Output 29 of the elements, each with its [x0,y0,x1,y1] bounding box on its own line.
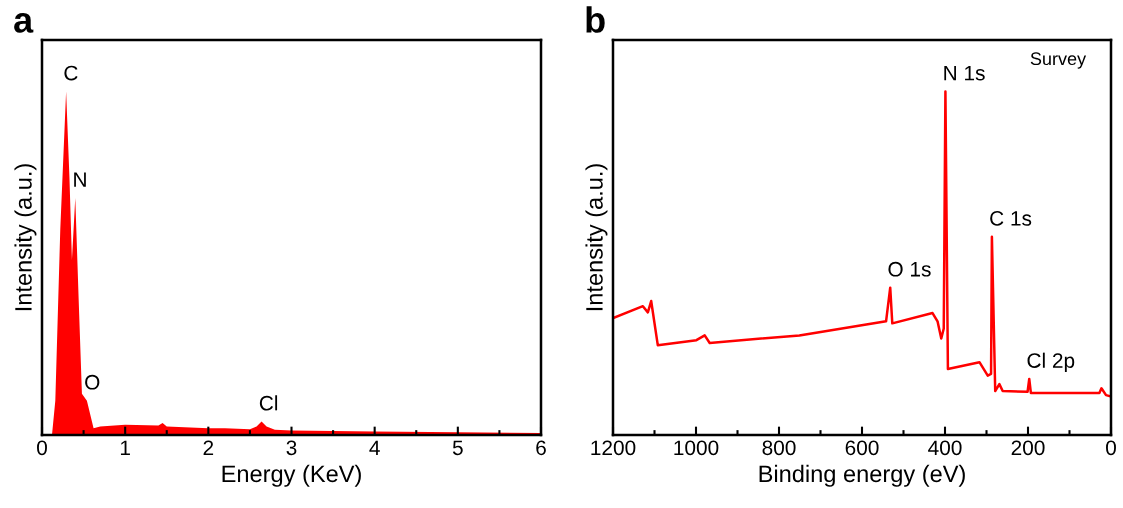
x-tick-label: 1200 [591,440,636,456]
x-axis-title: Binding energy (eV) [759,464,965,487]
x-tick-label: 0 [1106,440,1116,456]
annotation: O 1s [888,261,931,277]
chart-title: a [14,13,34,33]
y-axis-title: Intensity (a.u.) [585,164,608,311]
x-tick-label: 3 [286,440,297,456]
x-axis-title: Energy (KeV) [222,464,361,487]
y-axis-title: Intensity (a.u.) [14,164,37,311]
x-tick-label: 600 [845,440,879,456]
x-tick-label: 1000 [674,440,719,456]
text: Survey [1030,52,1087,69]
annotation: N 1s [944,65,985,81]
x-tick-label: 0 [37,440,47,456]
annotation: N [74,172,86,187]
x-tick-label: 5 [452,440,463,456]
x-tick-label: 2 [203,440,214,455]
x-tick-label: 800 [762,440,796,456]
x-tick-label: 400 [928,440,962,456]
annotation: C [64,65,78,81]
annotation: C 1s [990,211,1032,226]
x-tick-label: 1 [120,440,130,455]
annotation: O [85,374,100,390]
x-tick-label: 200 [1011,440,1045,456]
annotation: Cl [259,395,278,411]
x-tick-label: 4 [369,440,380,455]
annotation: Cl 2p [1027,352,1075,373]
chart-title: b [586,6,605,33]
x-tick-label: 6 [536,440,546,456]
